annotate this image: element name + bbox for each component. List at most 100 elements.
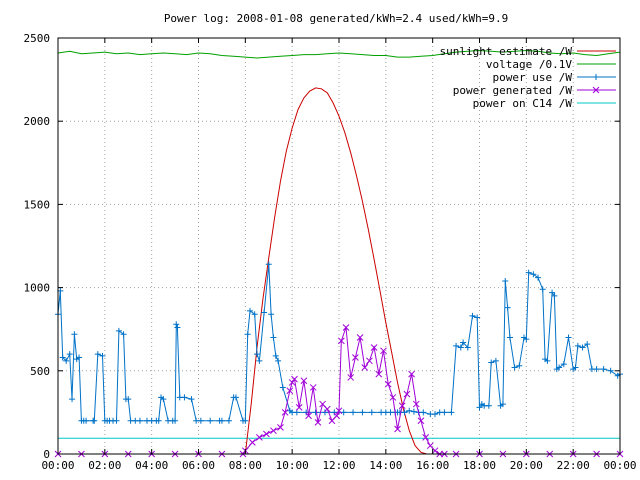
data-point (155, 417, 162, 424)
y-tick-label: 500 (30, 365, 50, 378)
y-tick-label: 2500 (24, 32, 51, 45)
legend-label: power use /W (493, 71, 573, 84)
x-tick-label: 16:00 (416, 459, 449, 472)
data-point (584, 341, 591, 348)
legend-entry: sunlight estimate /W (440, 45, 616, 58)
data-point (523, 336, 530, 343)
data-point (247, 307, 254, 314)
data-point (99, 352, 106, 359)
y-tick-label: 1000 (24, 282, 51, 295)
data-point (476, 404, 483, 411)
x-axis: 00:00 02:00 04:00 06:00 08:00 10:00 12:00 14:00… (41, 38, 637, 472)
data-point (173, 321, 180, 328)
data-point (549, 289, 556, 296)
data-point (516, 362, 523, 369)
data-point (492, 357, 499, 364)
data-point (286, 387, 294, 395)
data-point (160, 396, 167, 403)
series-line (57, 49, 621, 59)
data-point (460, 339, 467, 346)
data-point (91, 417, 98, 424)
data-point (188, 396, 195, 403)
data-point (340, 409, 347, 416)
data-point (457, 344, 464, 351)
data-point (275, 357, 282, 364)
legend-label: voltage /0.1V (486, 58, 572, 71)
x-tick-label: 10:00 (276, 459, 309, 472)
data-point (368, 409, 375, 416)
y-tick-label: 1500 (24, 198, 51, 211)
data-point (488, 359, 495, 366)
data-point (398, 402, 406, 410)
data-point (309, 384, 317, 391)
data-point (242, 417, 249, 424)
data-point (469, 312, 476, 319)
data-point (572, 364, 579, 371)
data-point (539, 286, 546, 293)
legend-label: sunlight estimate /W (440, 45, 573, 58)
data-point (270, 334, 277, 341)
data-point (323, 405, 331, 413)
data-point (607, 367, 614, 374)
data-point (530, 271, 537, 278)
legend-label: power on C14 /W (473, 97, 573, 110)
data-point (403, 390, 411, 398)
legend-entry: power use /W (493, 71, 616, 84)
data-point (366, 357, 373, 365)
data-point (251, 311, 258, 318)
data-point (174, 324, 181, 331)
data-point (361, 364, 369, 371)
data-point (83, 417, 90, 424)
data-point (485, 402, 492, 409)
data-point (256, 357, 263, 364)
series-layer (54, 49, 624, 458)
x-tick-label: 20:00 (510, 459, 543, 472)
data-point (136, 417, 143, 424)
x-tick-label: 02:00 (88, 459, 121, 472)
data-point (375, 370, 383, 378)
data-point (256, 434, 263, 441)
y-tick-label: 2000 (24, 115, 51, 128)
data-point (279, 384, 286, 391)
data-point (63, 357, 70, 364)
data-point (314, 419, 322, 426)
data-point (556, 364, 563, 371)
data-point (412, 400, 420, 408)
data-point (207, 417, 214, 424)
data-point (261, 309, 268, 316)
data-point (69, 396, 76, 403)
x-tick-label: 08:00 (229, 459, 262, 472)
x-tick-label: 22:00 (557, 459, 590, 472)
data-point (406, 407, 413, 414)
x-tick-label: 00:00 (41, 459, 74, 472)
data-point (474, 314, 481, 321)
data-point (579, 344, 586, 351)
series-1 (58, 87, 620, 455)
x-tick-label: 06:00 (182, 459, 215, 472)
data-point (270, 427, 277, 435)
data-point (181, 394, 188, 401)
data-point (300, 377, 308, 385)
x-tick-label: 18:00 (463, 459, 496, 472)
data-point (342, 324, 350, 331)
legend-label: power generated /W (453, 84, 573, 97)
data-point (352, 354, 359, 361)
x-tick-label: 14:00 (369, 459, 402, 472)
data-point (380, 347, 387, 355)
data-point (453, 342, 460, 349)
y-tick-label: 0 (43, 448, 50, 461)
data-point (350, 409, 357, 416)
data-point (218, 417, 225, 424)
data-point (593, 366, 600, 373)
y-axis: 0 500 1000 1500 2000 2500 (24, 32, 620, 461)
series-2 (57, 49, 621, 59)
data-point (249, 438, 256, 446)
legend-entry: voltage /0.1V (486, 58, 616, 71)
data-point (291, 375, 298, 383)
data-point (331, 409, 338, 416)
data-point (600, 366, 607, 373)
data-point (125, 396, 132, 403)
data-point (244, 331, 251, 338)
data-point (335, 407, 343, 415)
